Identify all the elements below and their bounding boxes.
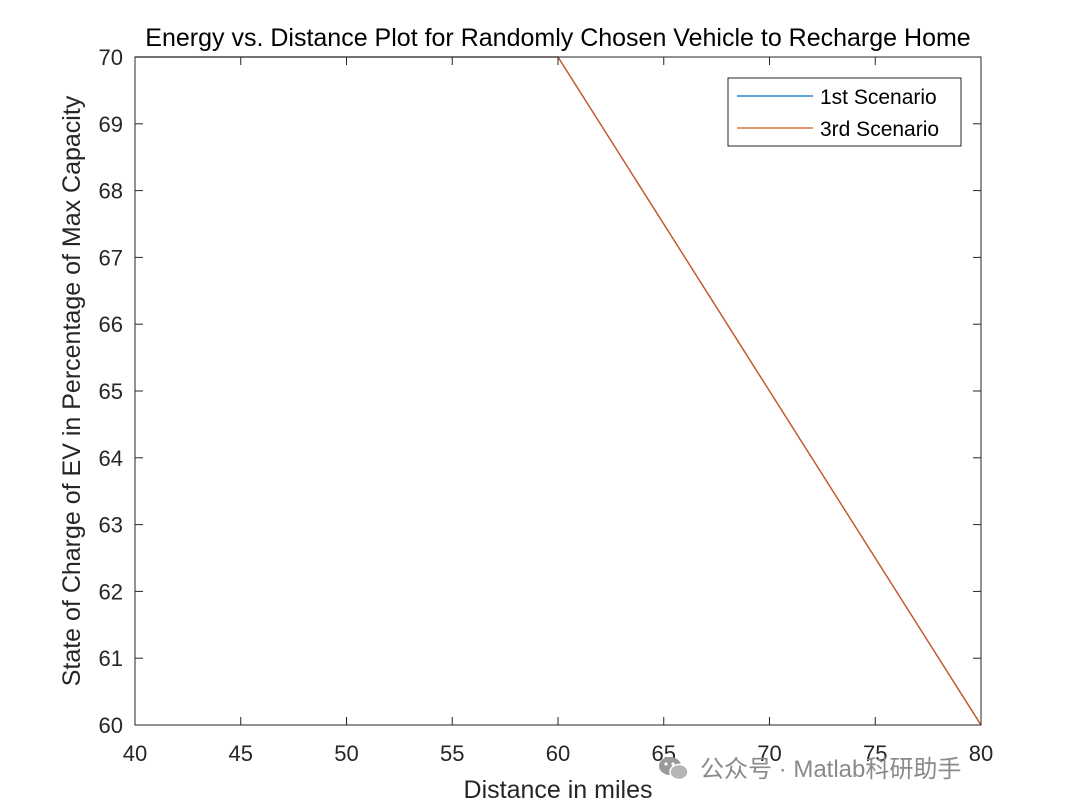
watermark-text: 公众号 · Matlab科研助手 xyxy=(700,756,961,783)
legend-label-1st-scenario: 1st Scenario xyxy=(820,86,937,109)
legend: 1st Scenario 3rd Scenario xyxy=(727,77,962,147)
y-tick-label: 63 xyxy=(99,513,123,538)
y-tick-label: 61 xyxy=(99,646,123,671)
legend-label-3rd-scenario: 3rd Scenario xyxy=(820,118,939,141)
y-tick-label: 64 xyxy=(99,446,123,471)
y-tick-label: 60 xyxy=(99,713,123,738)
x-tick-label: 75 xyxy=(863,741,887,766)
legend-box xyxy=(727,77,962,147)
plot-area xyxy=(135,57,981,725)
y-tick-label: 70 xyxy=(99,45,123,70)
x-axis-label: Distance in miles xyxy=(464,776,653,804)
x-tick-label: 70 xyxy=(757,741,781,766)
chart-title: Energy vs. Distance Plot for Randomly Ch… xyxy=(145,24,970,52)
x-tick-label: 50 xyxy=(334,741,358,766)
y-tick-label: 66 xyxy=(99,312,123,337)
y-tick-label: 65 xyxy=(99,379,123,404)
y-tick-label: 67 xyxy=(99,245,123,270)
watermark: 公众号 · Matlab科研助手 xyxy=(659,756,961,783)
y-axis-label: State of Charge of EV in Percentage of M… xyxy=(58,95,86,686)
y-tick-label: 69 xyxy=(99,112,123,137)
wechat-icon xyxy=(659,757,689,781)
x-tick-label: 45 xyxy=(229,741,253,766)
y-tick-label: 62 xyxy=(99,579,123,604)
y-tick-label: 68 xyxy=(99,179,123,204)
x-tick-label: 80 xyxy=(969,741,993,766)
x-tick-label: 55 xyxy=(440,741,464,766)
x-tick-label: 40 xyxy=(123,741,147,766)
x-tick-label: 60 xyxy=(546,741,570,766)
